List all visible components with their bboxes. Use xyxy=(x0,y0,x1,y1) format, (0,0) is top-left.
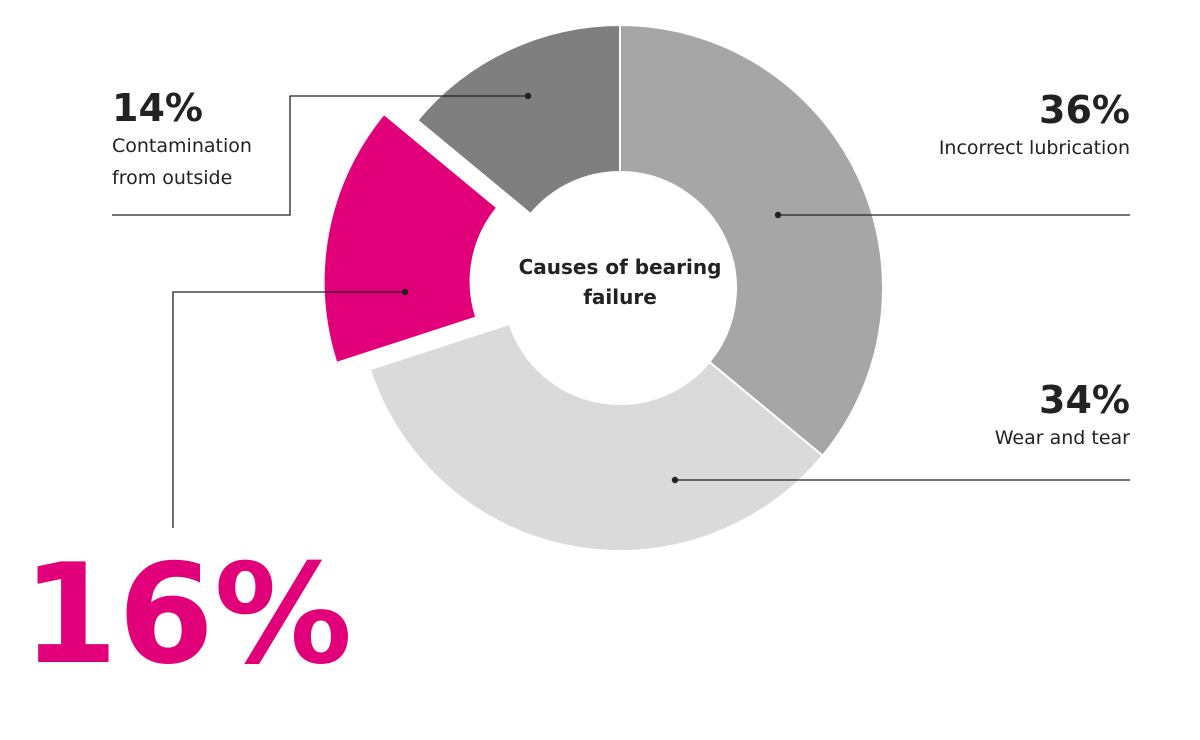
leader-dot xyxy=(671,476,679,484)
slice-label: 34% Wear and tear xyxy=(930,378,1130,454)
slice-percent: 14% xyxy=(112,86,203,130)
leader-dot xyxy=(524,92,532,100)
leader-dot xyxy=(774,211,782,219)
slice-label: 16% xyxy=(22,534,353,695)
highlight-percent: 16% xyxy=(22,534,353,695)
slice-label: 36% Incorrect lubrication xyxy=(930,88,1130,164)
slice-category: Contamination from outside xyxy=(112,135,252,189)
slice-category: Incorrect lubrication xyxy=(938,137,1130,159)
slice-percent: 34% xyxy=(1039,378,1130,422)
leader-line xyxy=(112,95,528,216)
slice-percent: 36% xyxy=(1039,88,1130,132)
leader-line xyxy=(172,291,405,528)
donut-slice xyxy=(415,23,621,216)
donut-slice xyxy=(619,23,884,458)
leader-dot xyxy=(401,288,409,296)
slice-label: 14% Contamination from outside xyxy=(112,86,272,194)
slice-category: Wear and tear xyxy=(994,427,1130,449)
donut-slice xyxy=(368,322,825,552)
chart-title: Causes of bearing failure xyxy=(518,255,722,309)
